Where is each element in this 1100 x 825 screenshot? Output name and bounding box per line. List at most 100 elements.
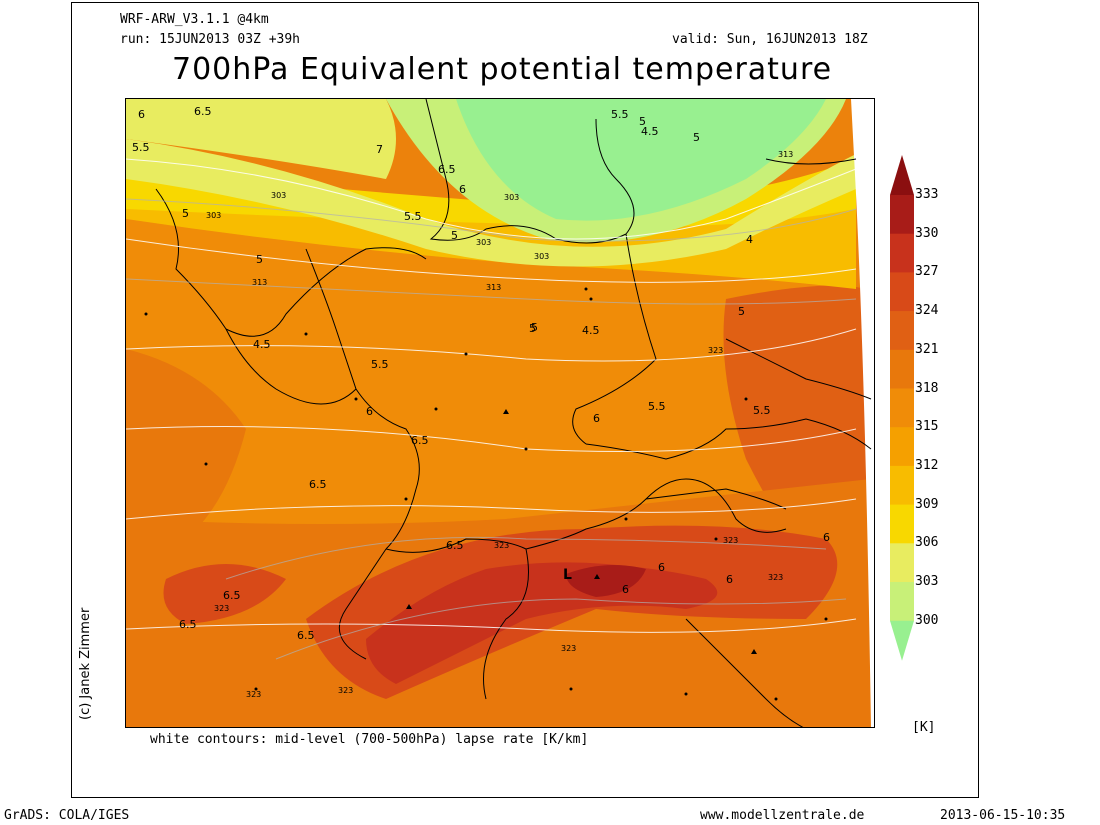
lapse-label: 5 [529,322,536,335]
lapse-label: 6 [366,405,373,418]
lapse-label: 5.5 [753,404,771,417]
theta-label: 323 [338,686,353,695]
lapse-label: 5.5 [404,210,422,223]
colorbar-segment [890,427,914,467]
colorbar-tick-label: 303 [915,574,939,589]
lapse-label: 5 [182,207,189,220]
colorbar-bottom-arrow [890,620,914,661]
colorbar-tick-label: 300 [915,612,939,628]
colorbar-tick-label: 330 [915,225,939,241]
colorbar-segment [890,543,914,583]
run-label: run: 15JUN2013 03Z +39h [120,32,301,47]
theta-318-west [126,349,246,569]
theta-label: 313 [778,150,793,159]
city-dots [144,287,828,701]
lapse-label: 6 [823,531,830,544]
colorbar-tick-label: 318 [915,380,939,396]
lapse-label: 6 [726,573,733,586]
colorbar-tick-label: 315 [915,419,939,435]
lapse-label: 6 [658,561,665,574]
theta-label: 323 [246,690,261,699]
colorbar [890,155,914,661]
valid-label: valid: Sun, 16JUN2013 18Z [672,32,868,47]
colorbar-tick-label: 333 [915,187,939,202]
theta-label: 323 [214,604,229,613]
colorbar-tick-label: 327 [915,264,939,280]
unit-label: [K] [912,720,936,735]
theta-label: 303 [476,238,491,247]
map-svg: 6 6.5 5.5 7 6.5 6 5 5.5 5 5 5.5 5 4.5 5 … [126,99,874,727]
theta-330-core [566,565,646,597]
lapse-label: 4.5 [253,338,271,351]
page-title: 700hPa Equivalent potential temperature [172,52,833,87]
colorbar-tick-label: 324 [915,303,939,319]
theta-label: 303 [206,211,221,220]
lapse-label: 6.5 [309,478,327,491]
colorbar-segment [890,504,914,544]
lapse-label: 4.5 [582,324,600,337]
map-edge-blank [851,99,874,727]
theta-label: 313 [486,283,501,292]
theta-label: 303 [271,191,286,200]
lapse-label: 5 [531,321,538,334]
theta-324-southwest [163,564,286,624]
map-panel: 6 6.5 5.5 7 6.5 6 5 5.5 5 5 5.5 5 4.5 5 … [125,98,875,728]
lapse-label: 5 [693,131,700,144]
lapse-label: 5 [639,115,646,128]
colorbar-segment [890,233,914,273]
lapse-label: 7 [376,143,383,156]
lapse-label: 4 [746,233,753,246]
colorbar-segment [890,465,914,506]
colorbar-tick-label: 321 [915,341,939,357]
theta-303-northwest [126,99,396,179]
theta-297-area [456,99,826,221]
low-pressure-marker: L [563,567,572,583]
lapse-labels: 6 6.5 5.5 7 6.5 6 5 5.5 5 5 5.5 5 4.5 5 … [132,105,830,642]
borders [155,99,872,727]
lapse-label: 6.5 [411,434,429,447]
model-label: WRF-ARW_V3.1.1 @4km [120,12,269,27]
theta-label: 323 [768,573,783,582]
lapse-label: 5.5 [648,400,666,413]
theta-327-alps [366,562,718,684]
map-caption: white contours: mid-level (700-500hPa) l… [150,732,589,747]
lapse-label: 6.5 [438,163,456,176]
colorbar-tick-label: 309 [915,496,939,512]
lapse-label: 6.5 [194,105,212,118]
lapse-label: 6 [459,183,466,196]
colorbar-top-arrow [890,155,914,195]
theta-label: 303 [534,252,549,261]
theta-label: 303 [504,193,519,202]
colorbar-tick-label: 312 [915,457,939,473]
colorbar-tick-label: 306 [915,535,939,551]
theta-303-band [126,139,856,267]
footer-left: GrADS: COLA/IGES [4,808,130,823]
footer-right: 2013-06-15-10:35 [940,808,1066,823]
credit-text: (c) Janek Zimmer [78,607,93,720]
theta-label: 313 [252,278,267,287]
lapse-label: 5.5 [132,141,150,154]
theta-label: 323 [494,541,509,550]
lapse-label: 5.5 [611,108,629,121]
plot-frame [71,2,979,798]
theta-label: 323 [723,536,738,545]
lapse-label: 6.5 [223,589,241,602]
colorbar-segment [890,195,914,235]
mountain-markers [406,409,757,654]
lapse-label: 6 [622,583,629,596]
footer-center: www.modellzentrale.de [700,808,865,823]
theta-label: 323 [561,644,576,653]
lapse-label: 6 [138,108,145,121]
theta-label: 323 [708,346,723,355]
colorbar-segment [890,349,914,389]
lapse-label: 5 [451,229,458,242]
lapse-label: 5 [738,305,745,318]
colorbar-segment [890,272,914,312]
colorbar-segment [890,311,914,351]
lapse-label: 6.5 [297,629,315,642]
lapse-label: 5 [256,253,263,266]
lapse-label: 6.5 [179,618,197,631]
colorbar-segment [890,582,914,622]
colorbar-segment [890,388,914,428]
